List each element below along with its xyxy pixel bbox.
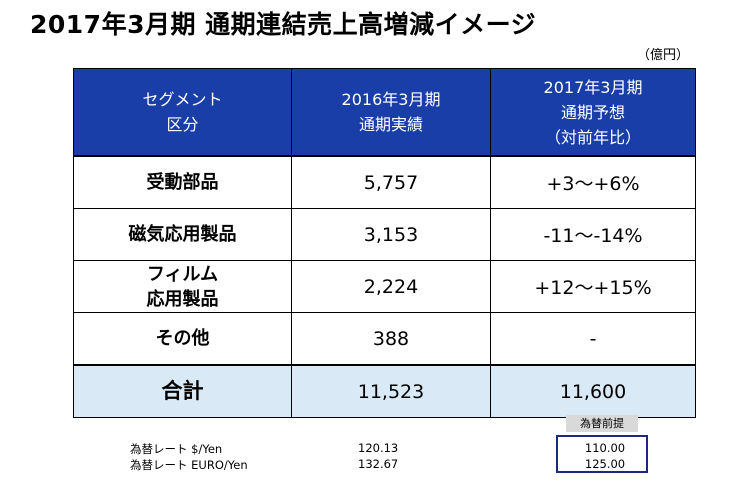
actual-value: 388 [292,313,491,366]
table-row: 磁気応用製品 3,153 -11～-14% [74,209,696,261]
total-forecast-value: 11,600 [491,365,696,418]
forecast-value: -11～-14% [491,209,696,261]
segment-name: フィルム 応用製品 [74,261,292,313]
exchange-rate-label-euro: 為替レート EURO/Yen [130,457,248,473]
rate-premise-badge: 為替前提 [566,415,638,432]
table-row: その他 388 - [74,313,696,366]
header-actual-2016: 2016年3月期 通期実績 [292,69,491,157]
exchange-rate-actual-usd: 120.13 [358,441,398,455]
total-actual-value: 11,523 [292,365,491,418]
forecast-value: +3～+6% [491,156,696,209]
unit-note: （億円） [637,44,689,63]
forecast-value: +12～+15% [491,261,696,313]
actual-value: 3,153 [292,209,491,261]
table-row: 受動部品 5,757 +3～+6% [74,156,696,209]
exchange-rate-forecast-usd: 110.00 [575,441,635,455]
segment-name: その他 [74,313,292,366]
page-title: 2017年3月期 通期連結売上高増減イメージ [30,5,536,41]
total-label: 合計 [74,365,292,418]
actual-value: 2,224 [292,261,491,313]
segment-name: 受動部品 [74,156,292,209]
header-segment: セグメント 区分 [74,69,292,157]
total-row: 合計 11,523 11,600 [74,365,696,418]
table-header-row: セグメント 区分 2016年3月期 通期実績 2017年3月期 通期予想 （対前… [74,69,696,157]
actual-value: 5,757 [292,156,491,209]
exchange-rate-label-usd: 為替レート $/Yen [130,441,222,457]
exchange-rate-actual-euro: 132.67 [358,457,398,471]
header-forecast-2017: 2017年3月期 通期予想 （対前年比） [491,69,696,157]
table-row: フィルム 応用製品 2,224 +12～+15% [74,261,696,313]
segment-name: 磁気応用製品 [74,209,292,261]
exchange-rate-forecast-euro: 125.00 [575,457,635,471]
forecast-value: - [491,313,696,366]
segment-sales-table: セグメント 区分 2016年3月期 通期実績 2017年3月期 通期予想 （対前… [73,68,696,418]
